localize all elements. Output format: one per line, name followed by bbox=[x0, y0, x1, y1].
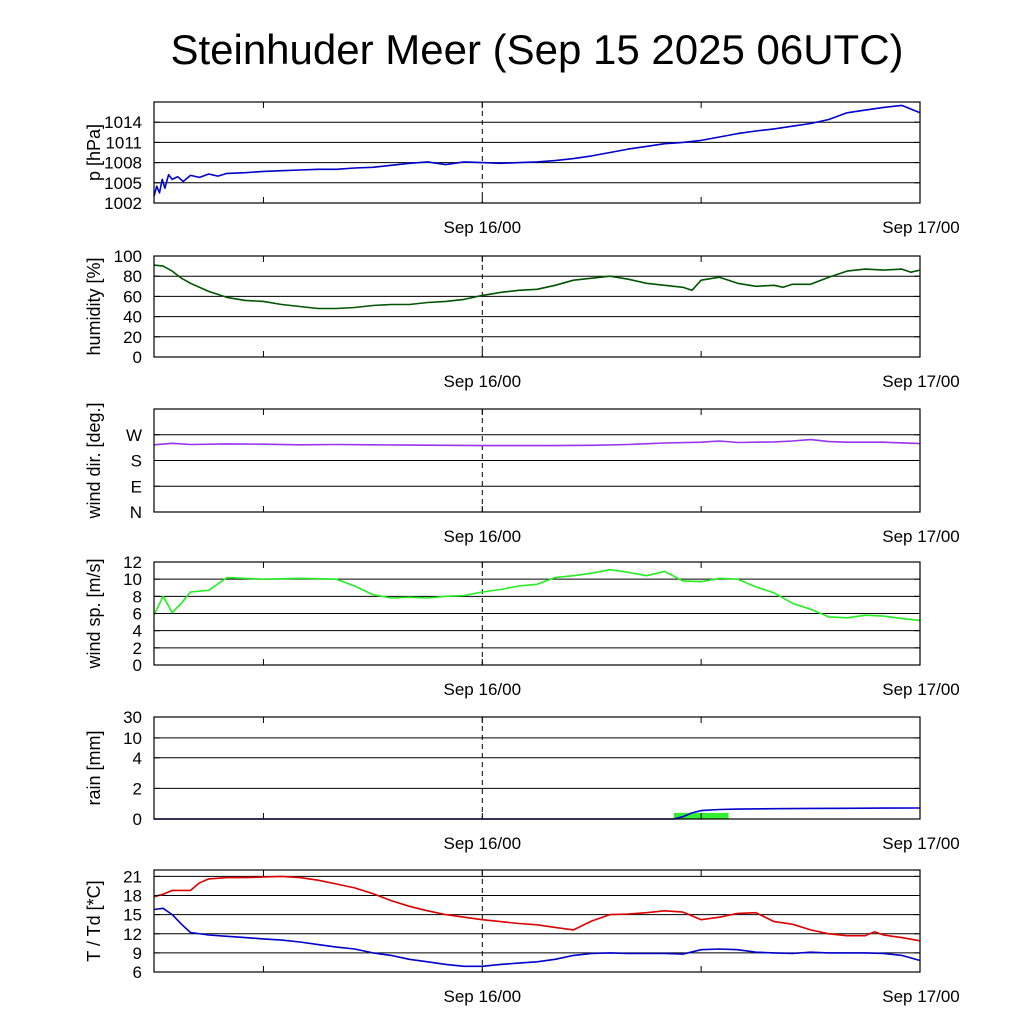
panel-frame bbox=[153, 101, 921, 204]
y-axis-label: p [hPa] bbox=[84, 124, 104, 181]
x-tick-label: Sep 17/00 bbox=[882, 218, 960, 237]
y-tick-label: 9 bbox=[133, 944, 142, 963]
y-tick-label: N bbox=[130, 503, 142, 522]
series-rain-0 bbox=[154, 807, 921, 820]
y-tick-label: 12 bbox=[123, 925, 142, 944]
panel-frame bbox=[153, 716, 921, 820]
panel-frame bbox=[153, 869, 921, 973]
y-tick-label: 1008 bbox=[104, 154, 142, 173]
series-humidity-0 bbox=[153, 264, 921, 310]
x-tick-label: Sep 16/00 bbox=[444, 680, 522, 699]
y-tick-label: 4 bbox=[133, 622, 142, 641]
y-tick-label: 0 bbox=[133, 348, 142, 367]
series-temperature-0 bbox=[153, 875, 921, 942]
y-tick-label: 8 bbox=[133, 587, 142, 606]
y-tick-label: 10 bbox=[123, 570, 142, 589]
y-tick-label: 12 bbox=[123, 553, 142, 572]
x-tick-label: Sep 17/00 bbox=[882, 834, 960, 853]
series-wind_speed-0 bbox=[153, 568, 921, 622]
x-tick-label: Sep 17/00 bbox=[882, 680, 960, 699]
x-tick-label: Sep 16/00 bbox=[444, 987, 522, 1006]
y-tick-label: S bbox=[131, 452, 142, 471]
x-tick-label: Sep 16/00 bbox=[444, 834, 522, 853]
y-tick-label: W bbox=[126, 426, 142, 445]
x-tick-label: Sep 16/00 bbox=[444, 527, 522, 546]
y-tick-label: 0 bbox=[133, 810, 142, 829]
y-tick-label: 100 bbox=[114, 247, 142, 266]
y-tick-label: E bbox=[131, 477, 142, 496]
series-wind_direction-0 bbox=[153, 438, 921, 447]
y-tick-label: 18 bbox=[123, 887, 142, 906]
series-pressure-0 bbox=[153, 104, 921, 197]
panel-rain: 0 2 410 30 rain [mm] Sep 16/00 Sep 17/00 bbox=[84, 708, 960, 853]
x-tick-label: Sep 17/00 bbox=[882, 527, 960, 546]
y-tick-label: 0 bbox=[133, 656, 142, 675]
y-tick-label: 80 bbox=[123, 267, 142, 286]
panel-frame bbox=[153, 255, 921, 358]
y-tick-label: 30 bbox=[123, 708, 142, 727]
series-temperature-1 bbox=[153, 907, 921, 968]
x-tick-label: Sep 17/00 bbox=[882, 987, 960, 1006]
y-tick-label: 10 bbox=[123, 729, 142, 748]
y-tick-label: 6 bbox=[133, 605, 142, 624]
y-axis-label: humidity [%] bbox=[84, 257, 104, 355]
y-tick-label: 60 bbox=[123, 287, 142, 306]
y-tick-label: 1005 bbox=[104, 174, 142, 193]
x-tick-label: Sep 17/00 bbox=[882, 372, 960, 391]
y-tick-label: 2 bbox=[133, 779, 142, 798]
y-tick-label: 4 bbox=[133, 749, 142, 768]
y-tick-label: 21 bbox=[123, 867, 142, 886]
y-tick-label: 1011 bbox=[105, 133, 142, 152]
y-axis-label: rain [mm] bbox=[84, 730, 104, 805]
y-axis-label: T / Td [*C] bbox=[84, 880, 104, 961]
x-tick-label: Sep 16/00 bbox=[444, 372, 522, 391]
y-tick-label: 6 bbox=[133, 963, 142, 982]
y-tick-label: 15 bbox=[123, 906, 142, 925]
y-tick-label: 40 bbox=[123, 308, 142, 327]
y-tick-label: 1014 bbox=[104, 113, 142, 132]
y-axis-label: wind dir. [deg.] bbox=[84, 402, 104, 519]
y-tick-label: 2 bbox=[133, 639, 142, 658]
y-axis-label: wind sp. [m/s] bbox=[84, 558, 104, 669]
chart-title: Steinhuder Meer (Sep 15 2025 06UTC) bbox=[170, 26, 903, 73]
y-tick-label: 20 bbox=[123, 328, 142, 347]
y-tick-label: 1002 bbox=[104, 194, 142, 213]
x-tick-label: Sep 16/00 bbox=[444, 218, 522, 237]
